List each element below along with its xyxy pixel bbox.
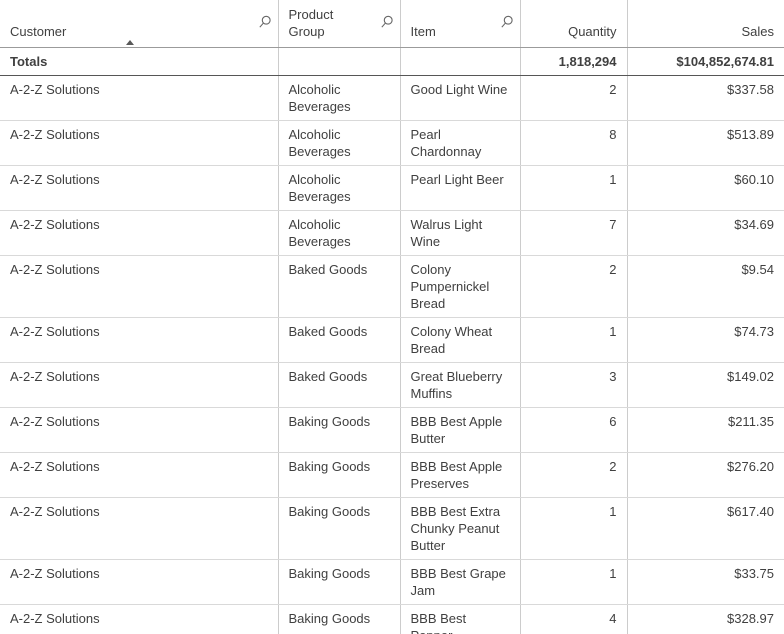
sales-cell: $211.35 [627, 407, 784, 453]
customer-cell[interactable]: A-2-Z Solutions [0, 120, 279, 166]
item-cell[interactable]: Colony Pumpernickel Bread [400, 255, 521, 318]
item-cell[interactable]: BBB Best Grape Jam [400, 559, 521, 605]
table-row: A-2-Z Solutions Baked Goods Great Blueberr… [0, 362, 784, 408]
product-group-cell[interactable]: Baked Goods [278, 362, 401, 408]
quantity-cell: 1 [520, 317, 628, 363]
quantity-cell: 4 [520, 604, 628, 634]
product-group-cell[interactable]: Baked Goods [278, 255, 401, 318]
column-header-customer[interactable]: Customer [0, 0, 279, 48]
item-cell[interactable]: Colony Wheat Bread [400, 317, 521, 363]
item-cell[interactable]: Pearl Light Beer [400, 165, 521, 211]
table-row: A-2-Z Solutions Baking Goods BBB Best Extr… [0, 497, 784, 560]
sales-cell: $9.54 [627, 255, 784, 318]
quantity-cell: 3 [520, 362, 628, 408]
column-header-label: Quantity [568, 23, 617, 39]
product-group-cell[interactable]: Baking Goods [278, 407, 401, 453]
search-icon[interactable] [500, 15, 514, 29]
sales-cell: $60.10 [627, 165, 784, 211]
customer-cell[interactable]: A-2-Z Solutions [0, 407, 279, 453]
customer-cell[interactable]: A-2-Z Solutions [0, 165, 279, 211]
table-row: A-2-Z Solutions Alcoholic Beverages Good L… [0, 75, 784, 121]
product-group-cell[interactable]: Baking Goods [278, 604, 401, 634]
customer-cell[interactable]: A-2-Z Solutions [0, 604, 279, 634]
totals-item-cell [400, 47, 521, 76]
quantity-cell: 1 [520, 497, 628, 560]
sales-cell: $276.20 [627, 452, 784, 498]
customer-cell[interactable]: A-2-Z Solutions [0, 317, 279, 363]
item-cell[interactable]: Good Light Wine [400, 75, 521, 121]
product-group-cell[interactable]: Alcoholic Beverages [278, 165, 401, 211]
item-cell[interactable]: BBB Best Apple Preserves [400, 452, 521, 498]
table-row: A-2-Z Solutions Baking Goods BBB Best Grap… [0, 559, 784, 605]
column-header-label: Item [410, 23, 436, 39]
product-group-cell[interactable]: Alcoholic Beverages [278, 75, 401, 121]
quantity-cell: 7 [520, 210, 628, 256]
sales-cell: $149.02 [627, 362, 784, 408]
column-header-item[interactable]: Item [400, 0, 521, 48]
sort-ascending-icon [126, 39, 134, 45]
sales-cell: $513.89 [627, 120, 784, 166]
item-cell[interactable]: BBB Best Extra Chunky Peanut Butter [400, 497, 521, 560]
totals-quantity: 1,818,294 [520, 47, 628, 76]
sales-cell: $33.75 [627, 559, 784, 605]
sales-cell: $337.58 [627, 75, 784, 121]
quantity-cell: 2 [520, 255, 628, 318]
header-row: Customer Product Group Item [0, 0, 784, 48]
quantity-cell: 1 [520, 165, 628, 211]
table-row: A-2-Z Solutions Alcoholic Beverages Pearl … [0, 120, 784, 166]
table-row: A-2-Z Solutions Baking Goods BBB Best Appl… [0, 407, 784, 453]
quantity-cell: 1 [520, 559, 628, 605]
totals-row: Totals 1,818,294 $104,852,674.81 [0, 47, 784, 76]
customer-cell[interactable]: A-2-Z Solutions [0, 255, 279, 318]
search-icon[interactable] [380, 15, 394, 29]
item-cell[interactable]: Pearl Chardonnay [400, 120, 521, 166]
totals-label: Totals [0, 47, 279, 76]
column-header-quantity[interactable]: Quantity [520, 0, 628, 48]
column-header-sales[interactable]: Sales [627, 0, 784, 48]
sales-cell: $34.69 [627, 210, 784, 256]
product-group-cell[interactable]: Baking Goods [278, 497, 401, 560]
customer-cell[interactable]: A-2-Z Solutions [0, 362, 279, 408]
table-row: A-2-Z Solutions Baking Goods BBB Best Appl… [0, 452, 784, 498]
item-cell[interactable]: Walrus Light Wine [400, 210, 521, 256]
quantity-cell: 2 [520, 452, 628, 498]
column-header-product-group[interactable]: Product Group [278, 0, 401, 48]
customer-cell[interactable]: A-2-Z Solutions [0, 210, 279, 256]
sales-cell: $617.40 [627, 497, 784, 560]
product-group-cell[interactable]: Baking Goods [278, 452, 401, 498]
column-header-label: Customer [10, 23, 67, 39]
customer-cell[interactable]: A-2-Z Solutions [0, 75, 279, 121]
customer-cell[interactable]: A-2-Z Solutions [0, 497, 279, 560]
sales-cell: $74.73 [627, 317, 784, 363]
table-row: A-2-Z Solutions Alcoholic Beverages Walrus… [0, 210, 784, 256]
search-icon[interactable] [258, 15, 272, 29]
table-row: A-2-Z Solutions Baked Goods Colony Wheat B… [0, 317, 784, 363]
item-cell[interactable]: BBB Best Apple Butter [400, 407, 521, 453]
product-group-cell[interactable]: Baked Goods [278, 317, 401, 363]
product-group-cell[interactable]: Alcoholic Beverages [278, 210, 401, 256]
column-header-label: Product Group [288, 6, 334, 39]
item-cell[interactable]: BBB Best Pepper [400, 604, 521, 634]
quantity-cell: 2 [520, 75, 628, 121]
product-group-cell[interactable]: Baking Goods [278, 559, 401, 605]
customer-cell[interactable]: A-2-Z Solutions [0, 559, 279, 605]
item-cell[interactable]: Great Blueberry Muffins [400, 362, 521, 408]
customer-cell[interactable]: A-2-Z Solutions [0, 452, 279, 498]
product-group-cell[interactable]: Alcoholic Beverages [278, 120, 401, 166]
quantity-cell: 6 [520, 407, 628, 453]
totals-product-group-cell [278, 47, 401, 76]
column-header-label: Sales [741, 23, 774, 39]
sales-cell: $328.97 [627, 604, 784, 634]
table-row: A-2-Z Solutions Baked Goods Colony Pumpern… [0, 255, 784, 318]
quantity-cell: 8 [520, 120, 628, 166]
totals-sales: $104,852,674.81 [627, 47, 784, 76]
table-row: A-2-Z Solutions Alcoholic Beverages Pearl … [0, 165, 784, 211]
